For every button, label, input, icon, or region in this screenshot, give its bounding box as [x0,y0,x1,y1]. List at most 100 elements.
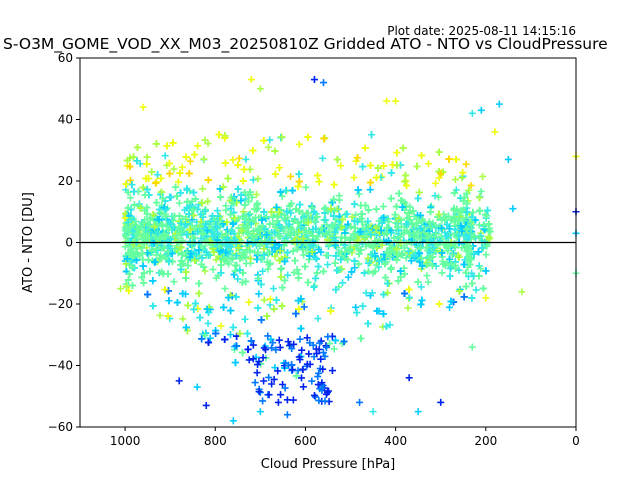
scatter-point [273,217,281,225]
scatter-point [142,174,150,182]
scatter-point [222,242,230,250]
scatter-point [319,267,327,275]
scatter-point [355,260,363,268]
scatter-point [133,235,141,243]
scatter-point [163,142,171,150]
scatter-point [405,285,413,293]
scatter-point [217,322,225,330]
scatter-point [220,257,228,265]
scatter-point [278,302,286,310]
scatter-point [249,147,257,155]
scatter-point [185,169,193,177]
scatter-point [238,278,246,286]
scatter-point [467,181,475,189]
scatter-point [149,211,157,219]
scatter-point [260,251,268,259]
scatter-point [221,134,229,142]
scatter-point [326,340,334,348]
scatter-point [413,162,421,170]
scatter-point [260,136,268,144]
scatter-point [195,240,203,248]
scatter-point [387,265,395,273]
scatter-point [177,261,185,269]
scatter-point [461,193,469,201]
scatter-point [123,255,131,263]
scatter-point [174,178,182,186]
scatter-point [412,219,420,227]
scatter-point [477,265,485,273]
scatter-point [177,219,185,227]
scatter-point [141,191,149,199]
scatter-point [191,256,199,264]
scatter-point [265,248,273,256]
scatter-point [208,228,216,236]
scatter-point [359,163,367,171]
scatter-point [380,213,388,221]
scatter-point [423,272,431,280]
scatter-point [244,229,252,237]
scatter-point [362,289,370,297]
scatter-point [402,171,410,179]
scatter-point [435,193,443,201]
scatter-point [352,157,360,165]
scatter-point [341,234,349,242]
scatter-point [315,228,323,236]
scatter-point [304,133,312,141]
scatter-point [152,140,160,148]
scatter-point [397,251,405,259]
scatter-point [292,310,300,318]
scatter-point [236,330,244,338]
scatter-point [245,197,253,205]
scatter-point [348,213,356,221]
scatter-point [181,220,189,228]
scatter-point [423,259,431,267]
scatter-point [368,131,376,139]
scatter-point [254,175,262,183]
scatter-point [400,270,408,278]
scatter-point [159,270,167,278]
scatter-point [249,176,257,184]
scatter-point [270,305,278,313]
scatter-point [160,244,168,252]
scatter-point [201,267,209,275]
scatter-point [260,225,268,233]
scatter-point [187,250,195,258]
scatter-point [301,229,309,237]
scatter-point [337,256,345,264]
scatter-point [215,243,223,251]
scatter-point [448,250,456,258]
scatter-point [152,179,160,187]
scatter-point [455,231,463,239]
scatter-point [197,235,205,243]
scatter-point [465,186,473,194]
scatter-point [238,227,246,235]
scatter-point [435,210,443,218]
scatter-point [476,234,484,242]
scatter-point [204,176,212,184]
scatter-point [198,254,206,262]
scatter-point [240,165,248,173]
scatter-point [387,194,395,202]
scatter-point [144,234,152,242]
scatter-point [236,254,244,262]
scatter-point [266,220,274,228]
scatter-point [335,192,343,200]
scatter-point [408,221,416,229]
scatter-point [255,290,263,298]
scatter-point [453,221,461,229]
scatter-point [249,233,257,241]
scatter-point [386,253,394,261]
scatter-point [364,223,372,231]
scatter-point [330,345,338,353]
scatter-point [243,330,251,338]
scatter-point [246,165,254,173]
scatter-point [417,300,425,308]
scatter-point [401,244,409,252]
scatter-point [155,254,163,262]
scatter-point [184,198,192,206]
scatter-point [257,316,265,324]
scatter-point [172,183,180,191]
scatter-point [190,189,198,197]
scatter-point [217,193,225,201]
